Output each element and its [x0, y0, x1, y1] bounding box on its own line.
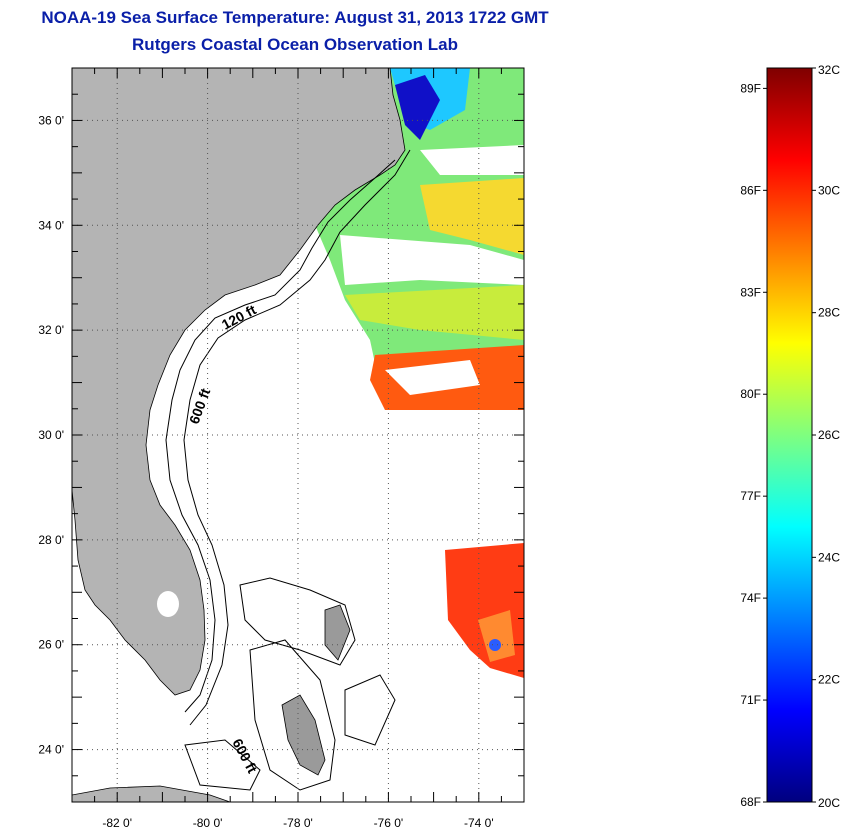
colorbar-celsius-label: 30C [818, 183, 840, 197]
colorbar [766, 67, 813, 803]
lat-tick-label: 26 0' [38, 638, 64, 652]
lon-tick-label: -80 0' [193, 816, 223, 830]
lat-tick-label: 32 0' [38, 323, 64, 337]
lake-okeechobee [157, 591, 179, 617]
colorbar-celsius-label: 20C [818, 796, 840, 810]
colorbar-fahrenheit-label: 83F [740, 285, 761, 299]
colorbar-celsius-label: 24C [818, 550, 840, 564]
colorbar-celsius-label: 28C [818, 306, 840, 320]
lon-tick-label: -78 0' [283, 816, 313, 830]
land-us-southeast [72, 68, 406, 696]
axis-ticks: -82 0' -80 0' -78 0' -76 0' -74 0' 36 0' 34 0'… [38, 67, 525, 830]
land-bahamas-abaco [324, 604, 351, 661]
map-title: NOAA-19 Sea Surface Temperature: August … [41, 8, 549, 27]
contour-120ft [165, 159, 396, 713]
lat-tick-label: 28 0' [38, 533, 64, 547]
sst-data-north [315, 68, 524, 410]
contour-600ft [183, 149, 411, 726]
lat-tick-label: 24 0' [38, 743, 64, 757]
colorbar-fahrenheit-label: 68F [740, 795, 761, 809]
lon-tick-label: -74 0' [464, 816, 494, 830]
land-bahamas-andros [281, 694, 326, 776]
lon-tick-label: -82 0' [102, 816, 132, 830]
colorbar-celsius-label: 22C [818, 673, 840, 687]
graticule [72, 68, 524, 802]
contour-bahamas [184, 577, 396, 791]
lat-tick-label: 30 0' [38, 428, 64, 442]
colorbar-fahrenheit-label: 71F [740, 693, 761, 707]
colorbar-fahrenheit-label: 74F [740, 591, 761, 605]
colorbar-fahrenheit-label: 80F [740, 387, 761, 401]
lat-tick-label: 34 0' [38, 218, 64, 232]
colorbar-fahrenheit-label: 86F [740, 183, 761, 197]
colorbar-fahrenheit-label: 89F [740, 81, 761, 95]
colorbar-celsius-label: 32C [818, 63, 840, 77]
map-subtitle: Rutgers Coastal Ocean Observation Lab [132, 35, 458, 54]
lat-tick-label: 36 0' [38, 113, 64, 127]
map-frame [71, 67, 525, 803]
colorbar-celsius-label: 26C [818, 428, 840, 442]
sst-data-south [445, 543, 524, 678]
colorbar-fahrenheit-label: 77F [740, 489, 761, 503]
lon-tick-label: -76 0' [374, 816, 404, 830]
colorbar-ticks: 32C 30C 28C 26C 24C 22C 20C 89F 86F 83F 80F 77F 74F 7… [740, 63, 840, 810]
land-cuba [72, 785, 231, 802]
